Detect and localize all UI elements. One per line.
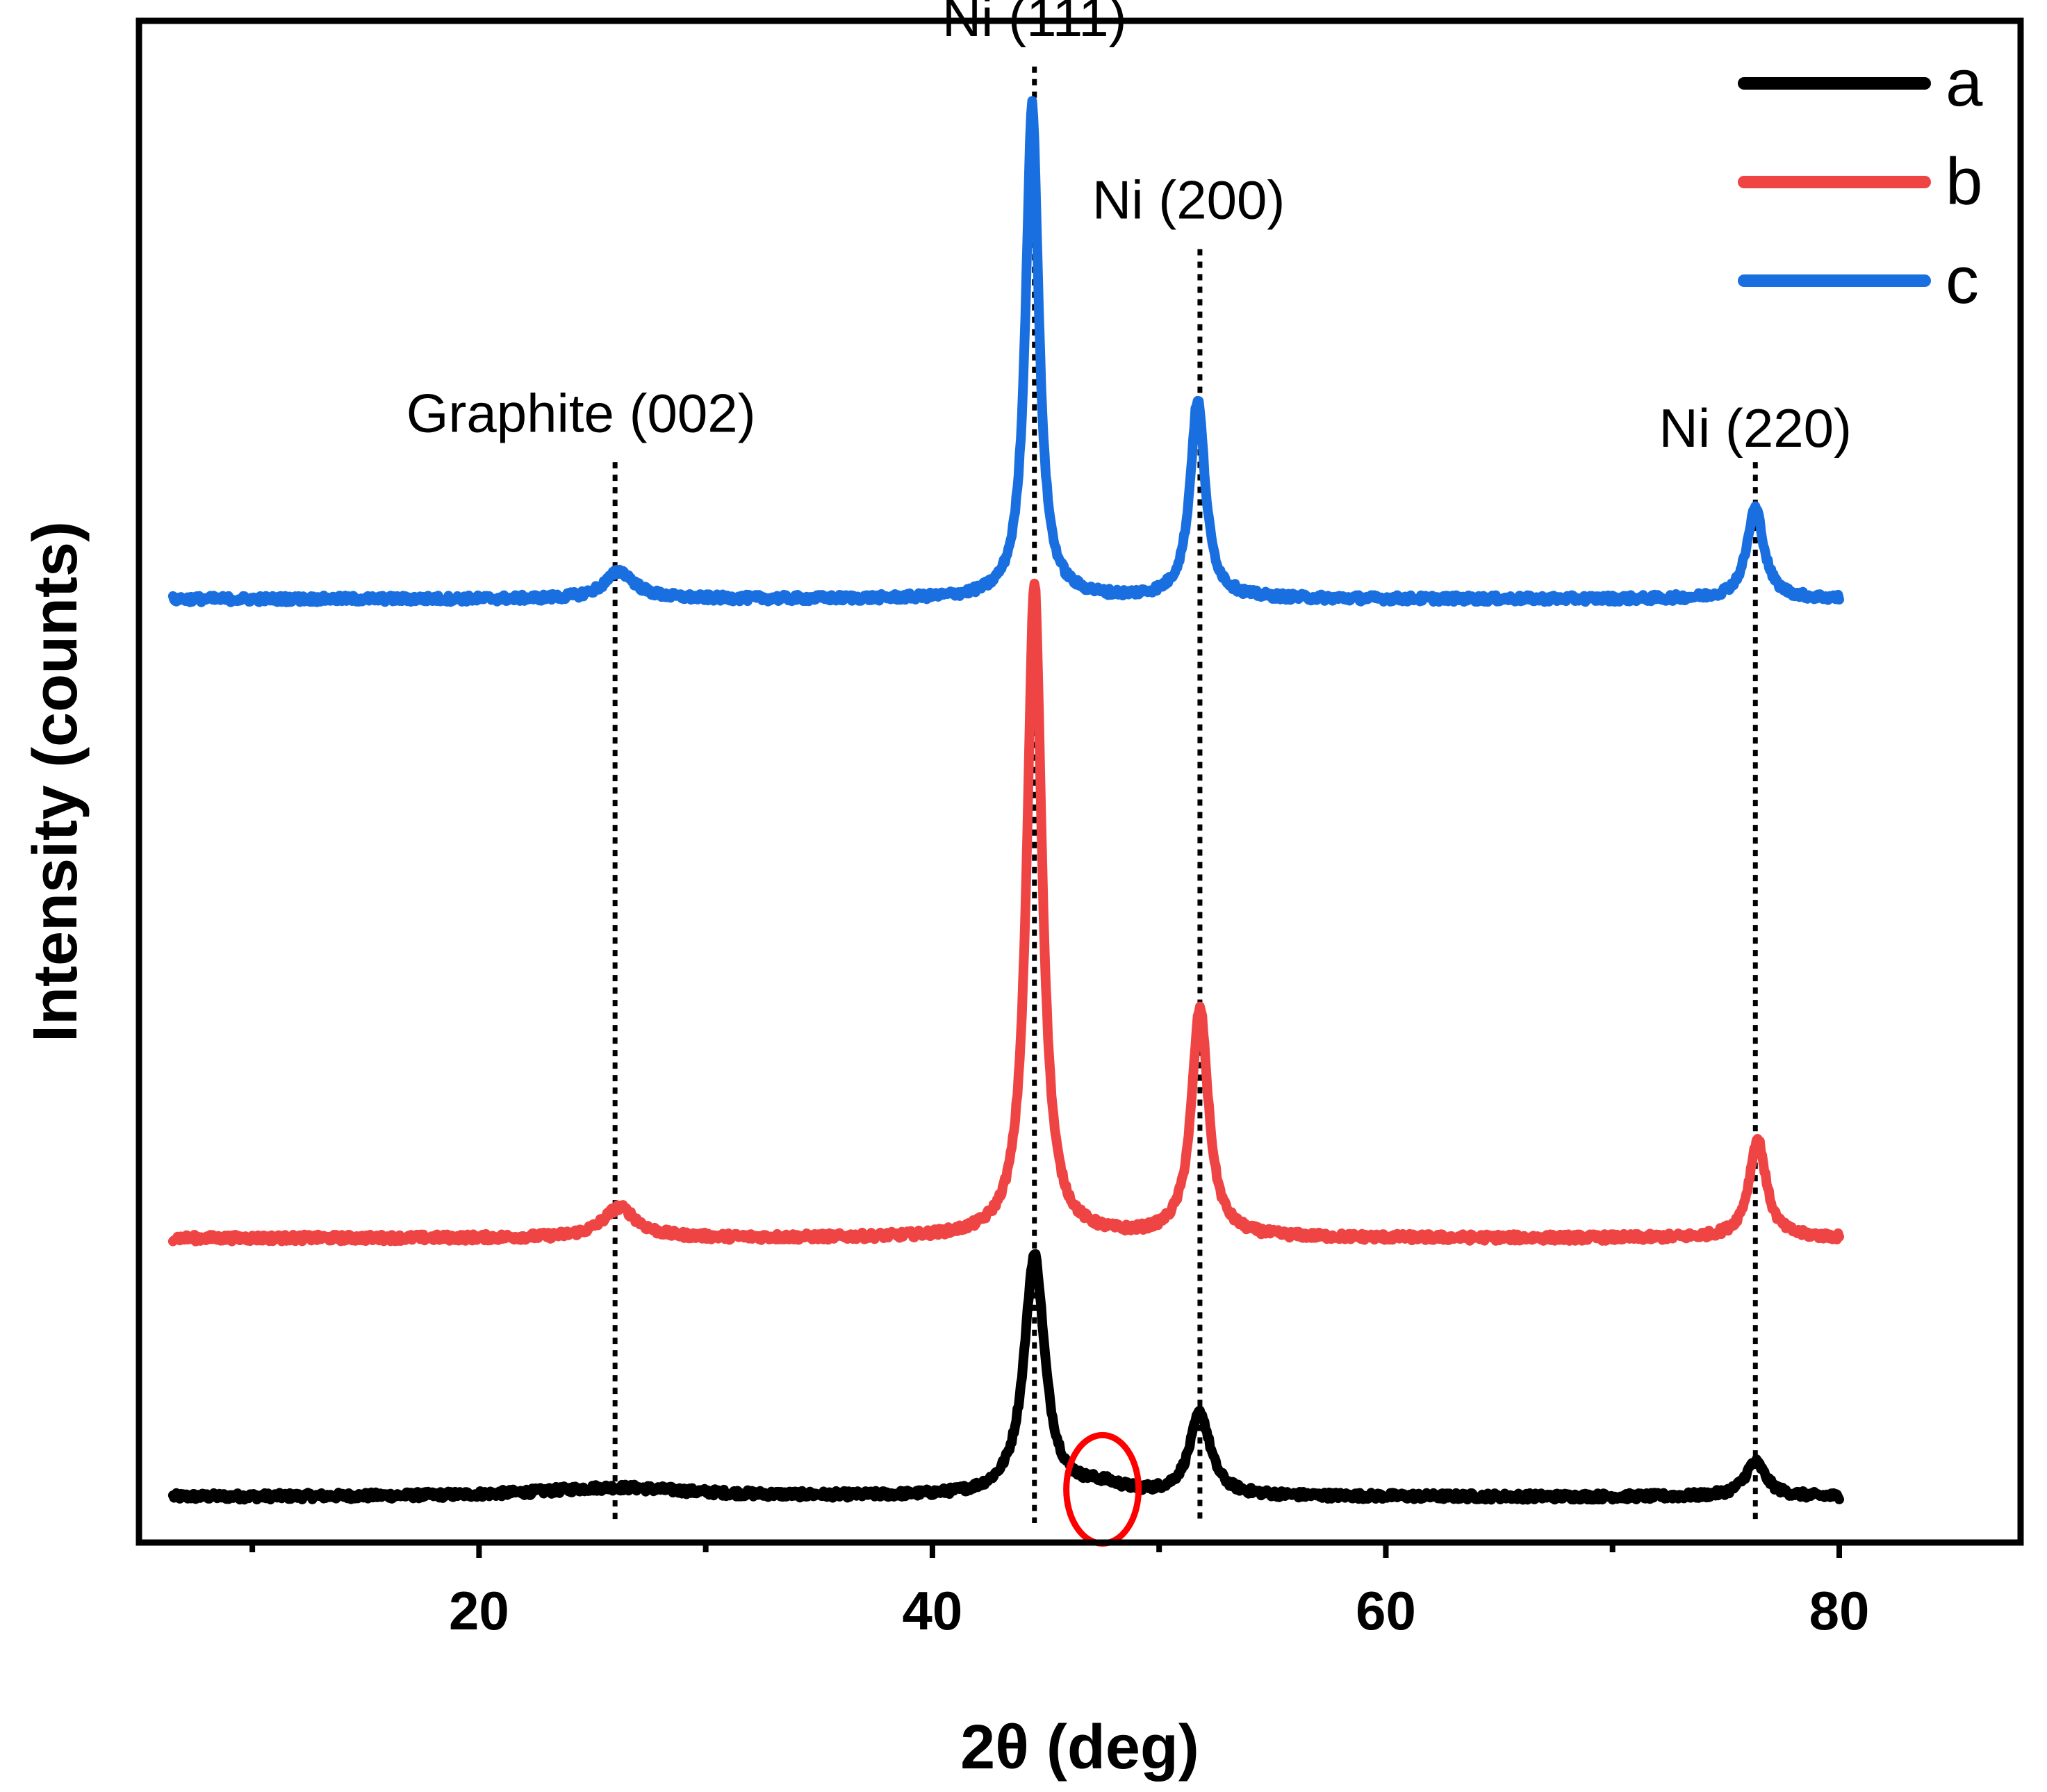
legend-label-b: b	[1946, 145, 1982, 219]
legend-label-a: a	[1946, 46, 1983, 120]
x-axis-title: 2θ (deg)	[960, 1713, 1199, 1782]
series-line-a	[167, 1249, 1844, 1505]
legend-label-c: c	[1946, 243, 1979, 318]
y-axis-title: Intensity (counts)	[21, 521, 90, 1042]
peak-label-3: Ni (200)	[1092, 170, 1285, 231]
peak-label-1: Graphite (002)	[406, 382, 756, 443]
x-tick-label-20: 20	[449, 1580, 509, 1641]
plot-frame	[135, 17, 2024, 1546]
series-line-c	[167, 96, 1844, 607]
reference-lines: Graphite (002)Ni (111)Ni (200)Ni (220)	[406, 0, 1852, 1523]
x-tick-label-60: 60	[1356, 1580, 1416, 1641]
x-axis-ticks: 20 40 60 80	[249, 1543, 1870, 1641]
legend: abc	[1738, 46, 1983, 318]
x-tick-label-40: 40	[903, 1580, 963, 1641]
series-line-b	[167, 578, 1844, 1247]
peak-label-4: Ni (220)	[1659, 397, 1852, 459]
series-lines	[167, 96, 1844, 1505]
x-tick-label-80: 80	[1809, 1580, 1870, 1641]
